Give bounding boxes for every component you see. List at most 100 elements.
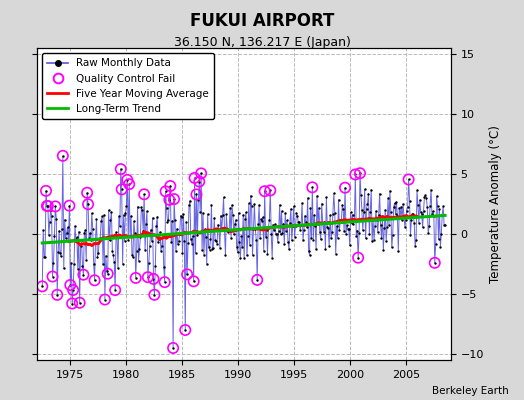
Point <box>108 248 116 255</box>
Point <box>271 221 279 228</box>
Point <box>199 210 207 216</box>
Point <box>359 208 368 215</box>
Point <box>89 226 97 232</box>
Point <box>64 238 73 244</box>
Point <box>158 243 166 249</box>
Point <box>411 243 419 249</box>
Point <box>74 228 83 235</box>
Point <box>81 227 90 233</box>
Point <box>122 203 130 210</box>
Point <box>144 274 152 280</box>
Point <box>61 235 70 241</box>
Point <box>409 211 418 218</box>
Text: Berkeley Earth: Berkeley Earth <box>432 386 508 396</box>
Point <box>246 192 255 199</box>
Point <box>329 211 337 217</box>
Point <box>126 233 134 239</box>
Point <box>370 237 378 243</box>
Point <box>375 211 383 218</box>
Point <box>147 238 156 244</box>
Point <box>190 175 199 181</box>
Point <box>354 254 362 261</box>
Point <box>203 211 212 217</box>
Point <box>134 204 142 210</box>
Point <box>198 247 206 253</box>
Point <box>394 247 402 254</box>
Point <box>243 252 251 259</box>
Point <box>57 253 65 259</box>
Point <box>281 210 289 216</box>
Point <box>160 264 168 270</box>
Point <box>319 228 328 235</box>
Point <box>367 186 375 193</box>
Point <box>233 249 242 256</box>
Point <box>258 218 266 224</box>
Point <box>136 234 145 240</box>
Point <box>315 205 323 211</box>
Point <box>403 204 412 210</box>
Point <box>134 258 143 264</box>
Point <box>256 235 264 242</box>
Point <box>165 196 173 203</box>
Point <box>137 204 146 210</box>
Point <box>78 263 86 269</box>
Point <box>420 194 429 200</box>
Point <box>332 223 341 229</box>
Point <box>350 218 358 224</box>
Point <box>431 260 439 266</box>
Point <box>388 244 396 250</box>
Point <box>161 188 170 194</box>
Point <box>166 183 174 189</box>
Point <box>222 211 231 218</box>
Point <box>362 235 370 242</box>
Point <box>296 227 304 233</box>
Point <box>52 216 60 222</box>
Point <box>418 211 426 217</box>
Point <box>422 194 431 201</box>
Point <box>236 255 245 261</box>
Point <box>148 214 157 221</box>
Point <box>179 211 188 218</box>
Point <box>335 227 344 233</box>
Point <box>164 216 172 223</box>
Point <box>440 222 449 228</box>
Text: FUKUI AIRPORT: FUKUI AIRPORT <box>190 12 334 30</box>
Point <box>104 270 112 277</box>
Point <box>383 224 391 230</box>
Point <box>286 219 294 226</box>
Point <box>257 216 265 222</box>
Point <box>237 233 246 239</box>
Point <box>406 198 414 204</box>
Point <box>171 217 179 224</box>
Point <box>56 250 64 256</box>
Point <box>405 176 413 183</box>
Point <box>123 177 132 183</box>
Point <box>293 213 302 219</box>
Point <box>188 240 196 247</box>
Point <box>259 248 268 254</box>
Point <box>79 272 88 278</box>
Point <box>396 214 405 220</box>
Point <box>161 188 170 194</box>
Point <box>231 221 239 228</box>
Point <box>73 234 81 241</box>
Point <box>363 200 372 207</box>
Point <box>315 229 324 235</box>
Point <box>375 190 384 197</box>
Point <box>58 226 66 232</box>
Point <box>127 213 135 219</box>
Point <box>373 217 381 223</box>
Point <box>434 236 443 242</box>
Point <box>93 254 102 260</box>
Point <box>287 206 295 212</box>
Point <box>264 224 272 230</box>
Point <box>71 223 79 229</box>
Point <box>230 231 238 238</box>
Point <box>60 265 68 272</box>
Point <box>386 188 394 194</box>
Point <box>184 240 192 246</box>
Point <box>219 212 227 219</box>
Point <box>338 202 346 208</box>
Point <box>105 237 114 244</box>
Point <box>169 345 177 351</box>
